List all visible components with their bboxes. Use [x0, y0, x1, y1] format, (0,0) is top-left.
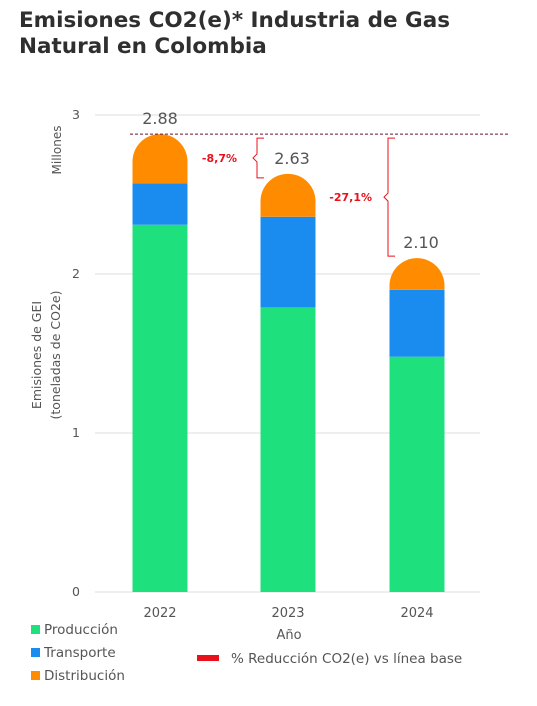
reduction-label: -27,1%	[329, 191, 372, 204]
total-label: 2.88	[142, 109, 178, 128]
total-labels: 2.88 2.63 2.10	[142, 109, 439, 252]
bar-segment-producción	[389, 356, 445, 592]
bar-segment-producción	[260, 307, 316, 592]
bar-segment-distribución	[260, 173, 316, 217]
x-tick-label: 2024	[400, 606, 433, 621]
legend-swatch-producción	[31, 625, 40, 634]
y-unit-label: Millones	[50, 126, 64, 175]
y-tick-label: 3	[72, 107, 80, 122]
x-axis-label: Año	[276, 628, 301, 643]
x-tick-label: 2023	[271, 606, 304, 621]
y-tick-label: 0	[72, 584, 80, 599]
reduction-bracket	[383, 137, 395, 257]
reduction-legend-swatch	[197, 655, 219, 661]
y-axis-label-line1: Emisiones de GEI	[29, 301, 44, 409]
x-tick-label: 2022	[143, 606, 176, 621]
y-tick-label: 2	[72, 266, 80, 281]
total-label: 2.10	[403, 233, 439, 252]
chart-title: Emisiones CO2(e)* Industria de Gas Natur…	[19, 8, 450, 59]
legend: Producción Transporte Distribución	[31, 622, 125, 684]
bar-segment-distribución	[389, 258, 445, 290]
bar-segment-transporte	[389, 289, 445, 357]
bar-segment-transporte	[132, 183, 188, 225]
reduction-bracket	[252, 137, 264, 179]
legend-label: Distribución	[44, 668, 125, 684]
legend-swatch-transporte	[31, 648, 40, 657]
x-tick-labels: 2022 2023 2024	[143, 606, 433, 621]
legend-label: Transporte	[43, 645, 116, 661]
bar-segment-transporte	[260, 216, 316, 308]
reduction-brackets: -8,7% -27,1%	[202, 137, 395, 257]
y-tick-label: 1	[72, 425, 80, 440]
reduction-legend-label: % Reducción CO2(e) vs línea base	[231, 651, 462, 667]
reduction-label: -8,7%	[202, 152, 237, 165]
reduction-legend: % Reducción CO2(e) vs línea base	[197, 651, 462, 667]
y-axis-label-line2: (toneladas de CO2e)	[48, 291, 63, 420]
total-label: 2.63	[274, 149, 310, 168]
bar-segment-distribución	[132, 134, 188, 184]
bar-segment-producción	[132, 224, 188, 592]
legend-swatch-distribución	[31, 671, 40, 680]
y-tick-labels: 0 1 2 3	[72, 107, 80, 599]
bars	[132, 134, 445, 592]
legend-label: Producción	[44, 622, 118, 638]
